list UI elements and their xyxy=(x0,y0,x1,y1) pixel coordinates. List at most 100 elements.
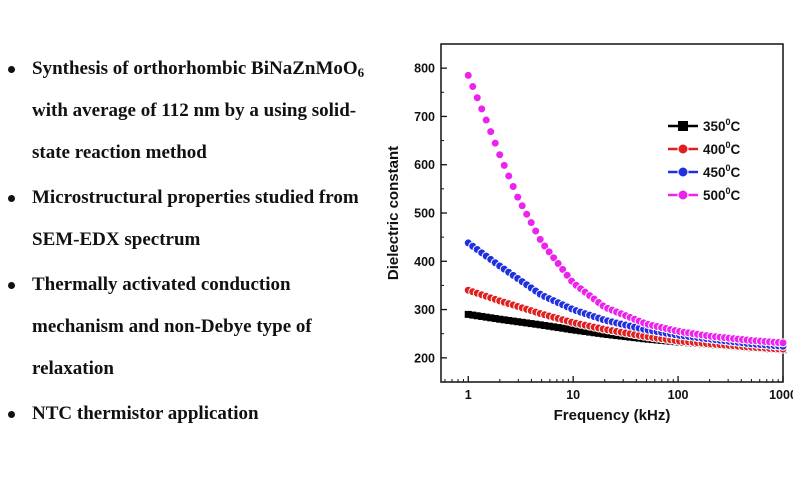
data-point xyxy=(472,93,482,103)
legend-degree: 0 xyxy=(726,140,731,150)
y-tick-label: 600 xyxy=(414,158,435,172)
data-point xyxy=(468,82,478,92)
data-point xyxy=(577,327,585,335)
data-point xyxy=(478,312,486,320)
bullet-line: state reaction method xyxy=(32,142,207,164)
data-point xyxy=(514,318,522,326)
data-point xyxy=(505,316,513,324)
data-point xyxy=(563,325,571,333)
data-point xyxy=(495,150,505,160)
data-point xyxy=(463,70,473,80)
data-point xyxy=(541,321,549,329)
bullet-text: Synthesis of orthorhombic BiNaZnMoO xyxy=(32,58,358,79)
bullet-line: NTC thermistor application xyxy=(32,403,259,425)
x-axis-label: Frequency (kHz) xyxy=(554,407,671,424)
y-axis: 200 300 400 500 600 700 800 xyxy=(414,62,447,365)
legend-label: 3500C xyxy=(703,117,741,134)
data-point xyxy=(572,326,580,334)
legend-label: 4500C xyxy=(703,163,741,180)
legend-value: 350 xyxy=(703,119,726,134)
legend-value: 500 xyxy=(703,188,726,203)
data-point xyxy=(531,226,541,236)
x-tick-label: 1000 xyxy=(769,388,793,402)
legend-unit: C xyxy=(731,165,741,180)
data-point xyxy=(540,241,550,251)
legend-degree: 0 xyxy=(726,163,731,173)
legend-unit: C xyxy=(731,119,741,134)
legend-marker xyxy=(678,121,688,131)
bullet-dot xyxy=(8,411,15,418)
data-point xyxy=(778,338,788,348)
x-axis: 1 10 100 1000 xyxy=(444,376,793,402)
data-point xyxy=(513,192,523,202)
bullet-list: Synthesis of orthorhombic BiNaZnMoO6 with… xyxy=(0,0,395,480)
legend-marker xyxy=(677,143,689,155)
data-point xyxy=(504,171,514,181)
bullet-dot xyxy=(8,66,15,73)
data-point xyxy=(487,314,495,322)
data-point xyxy=(523,319,531,327)
legend-degree: 0 xyxy=(726,186,731,196)
bullet-line: with average of 112 nm by a using solid- xyxy=(32,100,356,122)
data-point xyxy=(599,330,607,338)
data-point xyxy=(558,264,568,274)
bullet-text: Microstructural properties studied from xyxy=(32,187,359,208)
data-point xyxy=(490,138,500,148)
data-point xyxy=(544,247,554,257)
data-point xyxy=(536,321,544,329)
data-point xyxy=(473,312,481,320)
bullet-line: relaxation xyxy=(32,358,114,380)
data-point xyxy=(517,201,527,211)
legend-unit: C xyxy=(731,188,741,203)
bullet-text: mechanism and non-Debye type of xyxy=(32,316,312,337)
data-point xyxy=(518,318,526,326)
bullet-line: mechanism and non-Debye type of xyxy=(32,316,312,338)
y-tick-label: 200 xyxy=(414,351,435,365)
data-point xyxy=(486,127,496,137)
y-tick-label: 500 xyxy=(414,207,435,221)
y-axis-label: Dielectric constant xyxy=(385,146,402,280)
data-point xyxy=(522,209,532,219)
y-tick-label: 800 xyxy=(414,62,435,76)
data-point xyxy=(532,320,540,328)
y-tick-label: 300 xyxy=(414,303,435,317)
bullet-line: Thermally activated conduction xyxy=(32,274,291,296)
bullet-text: relaxation xyxy=(32,358,114,379)
subscript: 6 xyxy=(357,65,365,80)
data-point xyxy=(562,270,572,280)
data-point xyxy=(477,104,487,114)
legend-degree: 0 xyxy=(726,117,731,127)
bullet-line: Microstructural properties studied from xyxy=(32,187,359,209)
data-point xyxy=(499,160,509,170)
bullet-line: Synthesis of orthorhombic BiNaZnMoO6 xyxy=(32,58,364,84)
data-point xyxy=(586,328,594,336)
data-point xyxy=(464,310,472,318)
series-400 xyxy=(463,285,788,354)
legend-unit: C xyxy=(731,142,741,157)
data-point xyxy=(568,326,576,334)
legend-marker xyxy=(677,189,689,201)
series-layer xyxy=(463,70,788,354)
y-tick-label: 400 xyxy=(414,255,435,269)
bullet-line: SEM-EDX spectrum xyxy=(32,229,200,251)
data-point xyxy=(595,329,603,337)
bullet-text: Thermally activated conduction xyxy=(32,274,291,295)
data-point xyxy=(508,182,518,192)
series-500 xyxy=(463,70,788,348)
bullet-dot xyxy=(8,282,15,289)
data-point xyxy=(554,324,562,332)
data-point xyxy=(559,324,567,332)
legend-marker xyxy=(677,166,689,178)
x-tick-label: 1 xyxy=(465,388,472,402)
y-tick-label: 700 xyxy=(414,110,435,124)
bullet-dot xyxy=(8,195,15,202)
bullet-text: SEM-EDX spectrum xyxy=(32,229,201,250)
data-point xyxy=(509,317,517,325)
data-point xyxy=(581,328,589,336)
data-point xyxy=(549,253,559,263)
data-point xyxy=(500,316,508,324)
data-point xyxy=(590,329,598,337)
x-tick-label: 10 xyxy=(566,388,580,402)
